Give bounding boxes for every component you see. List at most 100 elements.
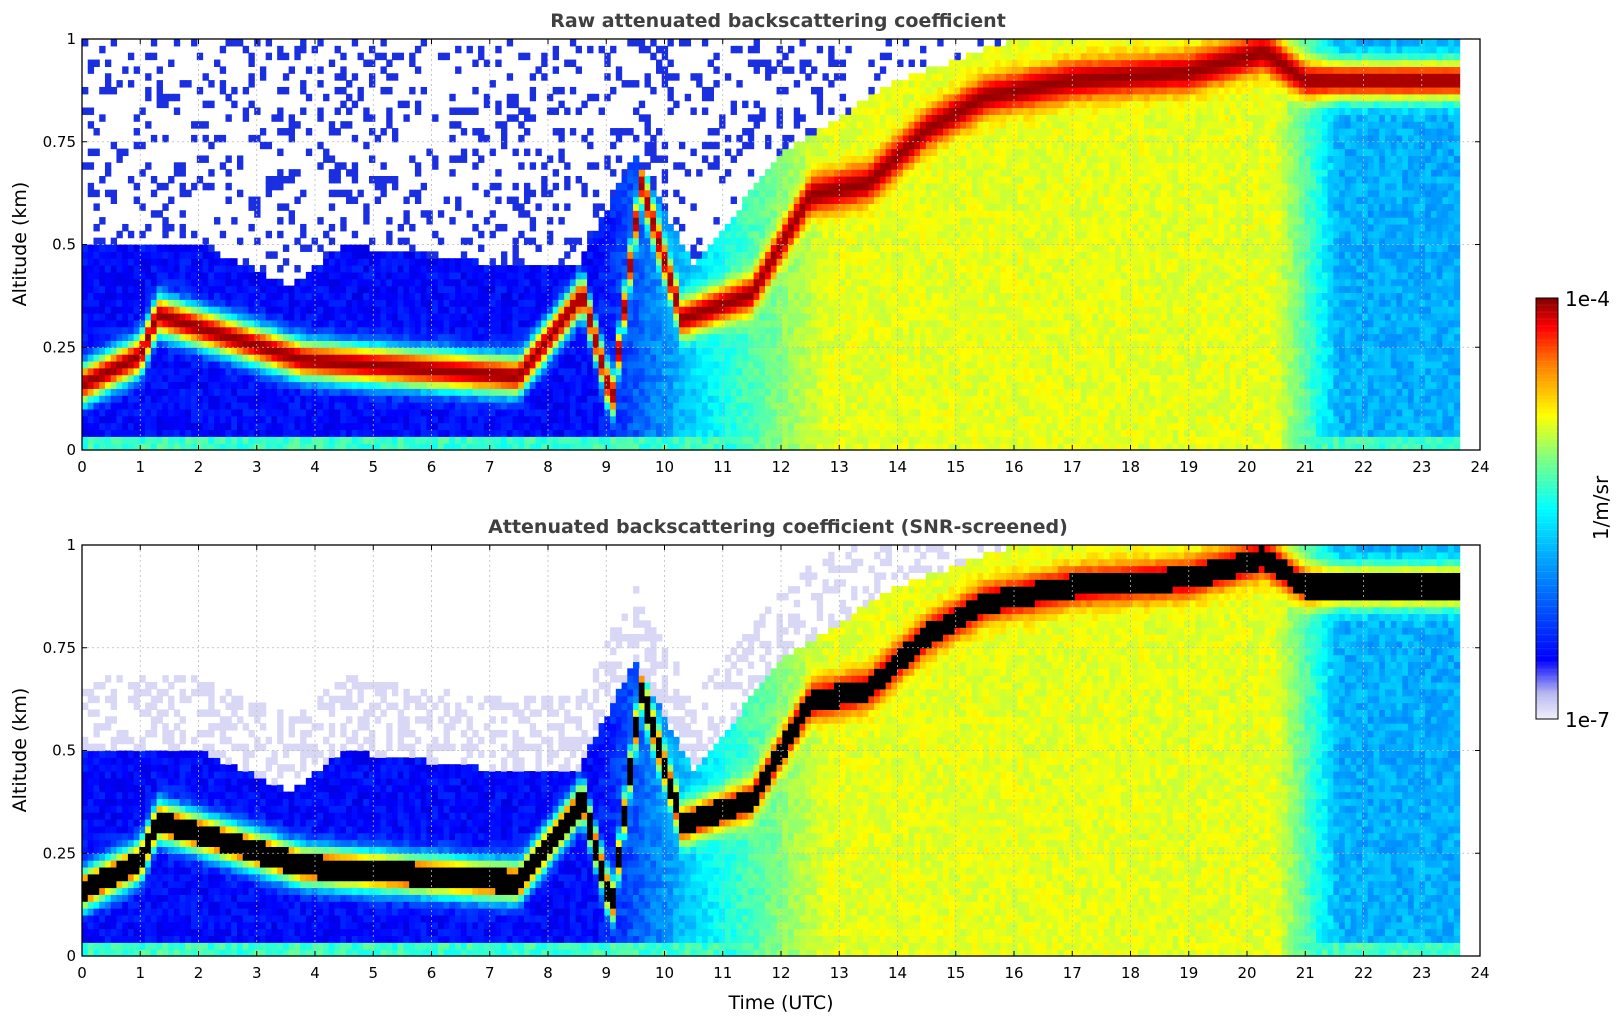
heatmap-cell <box>226 347 232 354</box>
heatmap-cell <box>329 347 335 354</box>
heatmap-cell <box>352 197 358 204</box>
heatmap-cell <box>375 320 381 327</box>
heatmap-cell <box>145 409 151 416</box>
heatmap-cell <box>168 429 174 436</box>
heatmap-cell <box>122 347 128 354</box>
heatmap-cell <box>380 347 386 354</box>
heatmap-cell <box>306 354 312 361</box>
heatmap-cell <box>317 39 323 46</box>
heatmap-cell <box>185 354 191 361</box>
heatmap-cell <box>271 286 277 293</box>
heatmap-cell <box>415 258 421 265</box>
heatmap-cell <box>185 286 191 293</box>
heatmap-cell <box>197 340 203 347</box>
heatmap-cell <box>88 245 94 252</box>
heatmap-cell <box>300 340 306 347</box>
heatmap-cell <box>306 313 312 320</box>
heatmap-cell <box>105 60 111 67</box>
heatmap-cell <box>231 402 237 409</box>
heatmap-cell <box>283 402 289 409</box>
heatmap-cell <box>180 162 186 169</box>
heatmap-cell <box>248 409 254 416</box>
heatmap-cell <box>243 368 249 375</box>
heatmap-cell <box>340 299 346 306</box>
heatmap-cell <box>237 334 243 341</box>
heatmap-cell <box>191 375 197 382</box>
heatmap-cell <box>214 402 220 409</box>
heatmap-cell <box>358 292 364 299</box>
heatmap-cell <box>162 416 168 423</box>
heatmap-cell <box>243 313 249 320</box>
heatmap-cell <box>157 402 163 409</box>
heatmap-cell <box>306 409 312 416</box>
heatmap-cell <box>294 402 300 409</box>
heatmap-cell <box>289 388 295 395</box>
heatmap-cell <box>283 258 289 265</box>
heatmap-cell <box>317 402 323 409</box>
heatmap-cell <box>294 388 300 395</box>
heatmap-cell <box>134 423 140 430</box>
heatmap-cell <box>99 340 105 347</box>
heatmap-cell <box>151 395 157 402</box>
heatmap-cell <box>88 382 94 389</box>
heatmap-cell <box>392 395 398 402</box>
heatmap-cell <box>266 347 272 354</box>
heatmap-cell <box>317 375 323 382</box>
heatmap-cell <box>306 279 312 286</box>
heatmap-cell <box>88 183 94 190</box>
heatmap-cell <box>93 128 99 135</box>
heatmap-cell <box>248 80 254 87</box>
heatmap-cell <box>122 320 128 327</box>
heatmap-cell <box>335 306 341 313</box>
heatmap-cell <box>226 155 232 162</box>
heatmap-cell <box>421 313 427 320</box>
heatmap-cell <box>248 203 254 210</box>
heatmap-cell <box>134 334 140 341</box>
heatmap-cell <box>386 258 392 265</box>
heatmap-cell <box>266 231 272 238</box>
heatmap-cell <box>191 436 197 443</box>
heatmap-cell <box>317 368 323 375</box>
heatmap-cell <box>392 423 398 430</box>
heatmap-cell <box>134 265 140 272</box>
heatmap-cell <box>243 334 249 341</box>
heatmap-cell <box>386 286 392 293</box>
heatmap-cell <box>145 368 151 375</box>
heatmap-cell <box>415 423 421 430</box>
heatmap-cell <box>220 354 226 361</box>
heatmap-cell <box>162 292 168 299</box>
heatmap-cell <box>329 368 335 375</box>
heatmap-cell <box>358 286 364 293</box>
heatmap-cell <box>421 402 427 409</box>
heatmap-cell <box>317 299 323 306</box>
heatmap-cell <box>358 423 364 430</box>
heatmap-cell <box>329 265 335 272</box>
heatmap-cell <box>248 53 254 60</box>
heatmap-cell <box>220 135 226 142</box>
heatmap-cell <box>254 313 260 320</box>
heatmap-cell <box>323 402 329 409</box>
heatmap-cell <box>151 245 157 252</box>
heatmap-cell <box>254 272 260 279</box>
heatmap-cell <box>151 299 157 306</box>
heatmap-cell <box>237 292 243 299</box>
heatmap-cell <box>122 436 128 443</box>
heatmap-cell <box>122 327 128 334</box>
heatmap-cell <box>145 361 151 368</box>
heatmap-cell <box>139 292 145 299</box>
heatmap-cell <box>122 334 128 341</box>
heatmap-cell <box>283 53 289 60</box>
heatmap-cell <box>340 340 346 347</box>
heatmap-cell <box>157 183 163 190</box>
heatmap-cell <box>254 395 260 402</box>
heatmap-cell <box>116 292 122 299</box>
heatmap-cell <box>363 354 369 361</box>
heatmap-cell <box>289 135 295 142</box>
heatmap-cell <box>323 361 329 368</box>
heatmap-cell <box>323 272 329 279</box>
heatmap-cell <box>335 46 341 53</box>
heatmap-cell <box>421 382 427 389</box>
heatmap-cell <box>380 162 386 169</box>
heatmap-cell <box>168 272 174 279</box>
heatmap-cell <box>289 128 295 135</box>
